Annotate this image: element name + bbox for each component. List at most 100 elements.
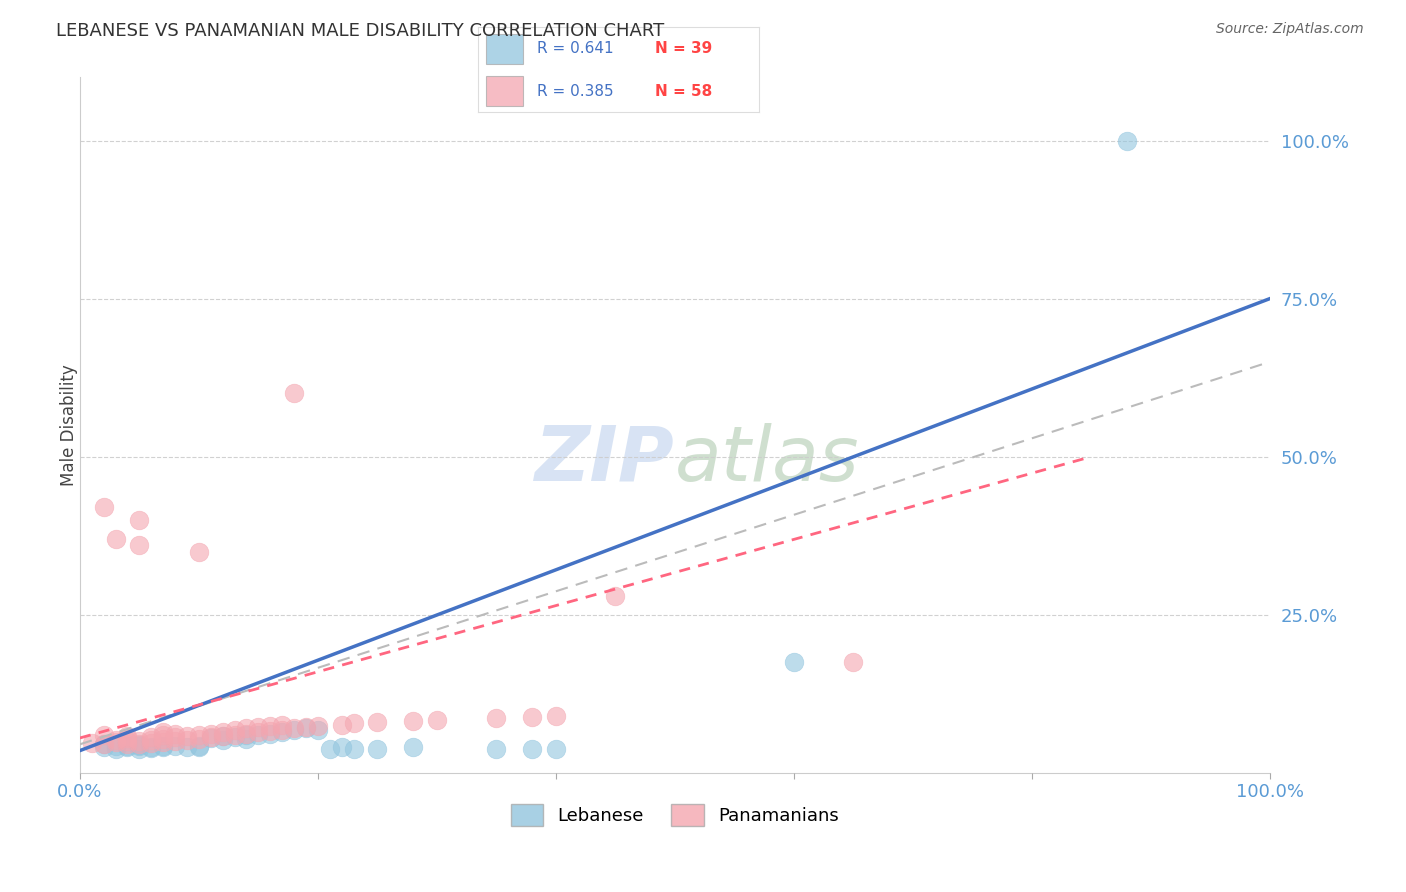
Point <box>128 738 150 752</box>
Point <box>259 726 281 740</box>
Point <box>165 731 187 745</box>
Point <box>783 655 806 669</box>
Text: N = 39: N = 39 <box>655 41 713 56</box>
Point <box>211 724 233 739</box>
Point <box>295 720 318 734</box>
Point <box>342 716 364 731</box>
Point <box>104 741 127 756</box>
Point <box>117 729 139 743</box>
Point <box>271 717 294 731</box>
Text: R = 0.385: R = 0.385 <box>537 84 613 99</box>
Point <box>426 713 449 727</box>
Text: atlas: atlas <box>675 423 859 497</box>
Point <box>259 719 281 733</box>
Point <box>520 741 543 756</box>
Point <box>366 741 388 756</box>
Point <box>200 731 222 745</box>
Point <box>211 732 233 747</box>
Point <box>141 739 163 754</box>
Point <box>247 720 270 734</box>
Point <box>187 544 209 558</box>
Point <box>485 741 508 756</box>
Point <box>117 734 139 748</box>
Point <box>330 717 353 731</box>
Point <box>93 500 115 515</box>
Point <box>93 728 115 742</box>
Point <box>224 730 246 744</box>
Point <box>211 729 233 743</box>
Point <box>141 730 163 744</box>
Legend: Lebanese, Panamanians: Lebanese, Panamanians <box>503 797 846 833</box>
Point <box>141 741 163 756</box>
Point <box>104 739 127 754</box>
Point <box>342 741 364 756</box>
Point <box>187 740 209 755</box>
Point <box>152 728 174 742</box>
Point <box>283 386 305 401</box>
Point <box>152 739 174 753</box>
Point <box>271 723 294 737</box>
Point <box>1116 134 1139 148</box>
Point <box>152 731 174 746</box>
Point <box>141 732 163 747</box>
Point <box>104 532 127 546</box>
Point <box>128 737 150 751</box>
Point <box>128 513 150 527</box>
Point <box>141 736 163 750</box>
FancyBboxPatch shape <box>486 76 523 106</box>
Point <box>93 737 115 751</box>
Point <box>307 723 329 737</box>
Point <box>247 725 270 739</box>
Point <box>104 732 127 747</box>
Point <box>402 740 425 755</box>
Point <box>319 741 342 756</box>
Text: N = 58: N = 58 <box>655 84 713 99</box>
Point <box>128 741 150 756</box>
Point <box>330 740 353 755</box>
Point <box>283 723 305 737</box>
Point <box>176 729 198 743</box>
Point <box>485 711 508 725</box>
Point <box>211 729 233 743</box>
Text: R = 0.641: R = 0.641 <box>537 41 613 56</box>
Point <box>366 715 388 730</box>
Point <box>152 724 174 739</box>
Point <box>93 737 115 751</box>
Point <box>128 734 150 748</box>
Point <box>128 739 150 754</box>
Point <box>80 736 103 750</box>
Point <box>271 724 294 739</box>
Point <box>235 732 257 747</box>
Point <box>307 719 329 733</box>
Point <box>224 723 246 738</box>
Point <box>117 737 139 751</box>
Point <box>187 739 209 753</box>
Point <box>117 731 139 745</box>
Point <box>152 735 174 749</box>
Point <box>187 731 209 746</box>
Point <box>283 722 305 736</box>
Point <box>235 726 257 740</box>
Point <box>200 731 222 745</box>
Point <box>235 722 257 736</box>
Point <box>544 741 567 756</box>
FancyBboxPatch shape <box>486 34 523 64</box>
Point <box>176 732 198 747</box>
Point <box>176 739 198 754</box>
Point <box>104 735 127 749</box>
Point <box>165 726 187 740</box>
Point <box>117 739 139 753</box>
Point <box>259 724 281 739</box>
Y-axis label: Male Disability: Male Disability <box>60 364 77 486</box>
Point <box>165 739 187 754</box>
Point <box>235 728 257 742</box>
Point <box>605 589 627 603</box>
Text: Source: ZipAtlas.com: Source: ZipAtlas.com <box>1216 22 1364 37</box>
Point <box>200 726 222 740</box>
Text: ZIP: ZIP <box>536 423 675 497</box>
Point <box>544 709 567 723</box>
Point <box>520 710 543 724</box>
Point <box>295 722 318 736</box>
Text: LEBANESE VS PANAMANIAN MALE DISABILITY CORRELATION CHART: LEBANESE VS PANAMANIAN MALE DISABILITY C… <box>56 22 665 40</box>
Point <box>402 714 425 728</box>
